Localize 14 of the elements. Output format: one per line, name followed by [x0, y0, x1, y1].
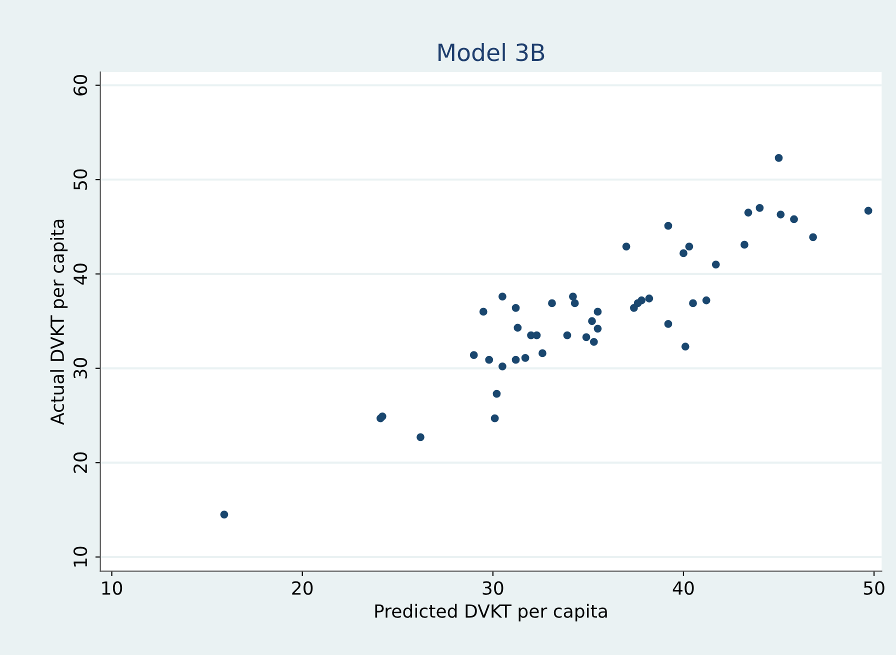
x-tick-label: 20 [292, 581, 313, 595]
x-tick-label: 30 [482, 581, 504, 595]
y-tick-label: 60 [73, 74, 88, 96]
x-axis-title: Predicted DVKT per capita [375, 604, 607, 622]
x-tick-label: 50 [864, 581, 884, 595]
y-tick-label: 10 [73, 546, 88, 567]
y-tick-label: 50 [73, 169, 88, 190]
y-axis-title: Actual DVKT per capita [50, 220, 68, 425]
chart-title: Model 3B [438, 43, 544, 62]
y-tick-label: 20 [73, 452, 88, 473]
y-tick-label: 40 [73, 264, 88, 285]
y-tick-label: 30 [73, 358, 88, 378]
x-tick-label: 10 [102, 581, 122, 595]
x-tick-label: 40 [672, 581, 694, 595]
